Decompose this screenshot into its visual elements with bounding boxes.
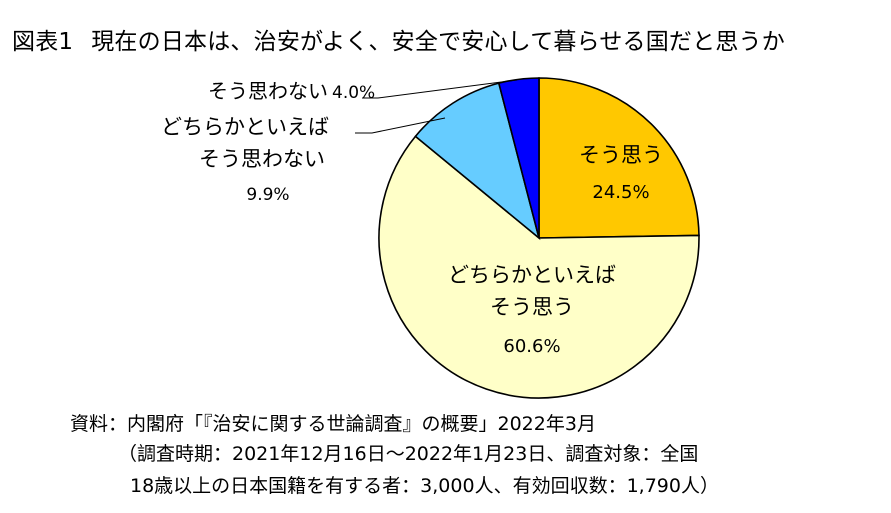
chart-title-text: 現在の日本は、治安がよく、安全で安心して暮らせる国だと思うか	[91, 29, 785, 55]
source-line-1: 資料：内閣府「『治安に関する世論調査』の概要」2022年3月	[70, 413, 596, 435]
source-line-3: 18歳以上の日本国籍を有する者：3,000人、有効回収数：1,790人）	[130, 475, 719, 497]
leader-line-3	[362, 79, 518, 99]
slice-value-2: 9.9%	[246, 185, 289, 205]
slice-label-2-line-1: そう思わない	[199, 147, 325, 171]
slice-label-2-line-0: どちらかといえば	[161, 115, 329, 139]
slice-label-0-line-0: そう思う	[579, 143, 663, 167]
slice-labels: そう思う24.5%どちらかといえばそう思う60.6%どちらかといえばそう思わない…	[161, 79, 663, 357]
pie-slice-1	[378, 135, 700, 399]
slice-label-3: そう思わない	[208, 79, 328, 103]
chart-title-prefix: 図表1	[12, 29, 74, 55]
source-line-2: （調査時期：2021年12月16日～2022年1月23日、調査対象：全国	[118, 443, 699, 465]
pie-slices	[378, 77, 700, 399]
leader-lines	[355, 79, 518, 134]
slice-label-1-line-1: そう思う	[490, 295, 574, 319]
pie-slice-3	[497, 77, 540, 239]
slice-label-1-line-0: どちらかといえば	[448, 263, 616, 287]
slice-value-0: 24.5%	[592, 182, 649, 203]
slice-value-1: 60.6%	[503, 336, 560, 357]
chart-title: 図表1 現在の日本は、治安がよく、安全で安心して暮らせる国だと思うか	[12, 28, 785, 56]
slice-value-3: 4.0%	[332, 83, 375, 103]
pie-slice-0	[538, 77, 700, 239]
leader-line-2	[355, 117, 446, 134]
